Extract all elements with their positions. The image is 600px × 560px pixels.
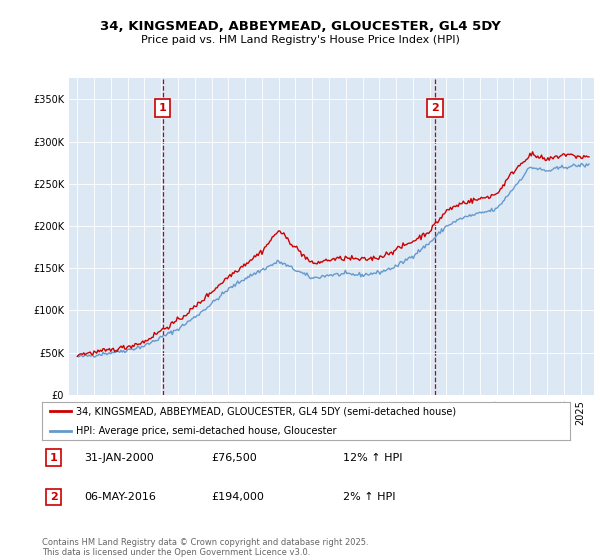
Text: Price paid vs. HM Land Registry's House Price Index (HPI): Price paid vs. HM Land Registry's House … [140,35,460,45]
Text: Contains HM Land Registry data © Crown copyright and database right 2025.
This d: Contains HM Land Registry data © Crown c… [42,538,368,557]
Text: HPI: Average price, semi-detached house, Gloucester: HPI: Average price, semi-detached house,… [76,426,337,436]
Text: 2% ↑ HPI: 2% ↑ HPI [343,492,395,502]
Text: 1: 1 [159,103,166,113]
Text: £76,500: £76,500 [211,453,257,463]
Text: 2: 2 [431,103,439,113]
Text: 34, KINGSMEAD, ABBEYMEAD, GLOUCESTER, GL4 5DY (semi-detached house): 34, KINGSMEAD, ABBEYMEAD, GLOUCESTER, GL… [76,407,457,417]
Text: 06-MAY-2016: 06-MAY-2016 [84,492,156,502]
Text: 31-JAN-2000: 31-JAN-2000 [84,453,154,463]
Text: 12% ↑ HPI: 12% ↑ HPI [343,453,403,463]
Text: 1: 1 [50,453,58,463]
Text: 34, KINGSMEAD, ABBEYMEAD, GLOUCESTER, GL4 5DY: 34, KINGSMEAD, ABBEYMEAD, GLOUCESTER, GL… [100,20,500,32]
Text: 2: 2 [50,492,58,502]
Text: £194,000: £194,000 [211,492,264,502]
